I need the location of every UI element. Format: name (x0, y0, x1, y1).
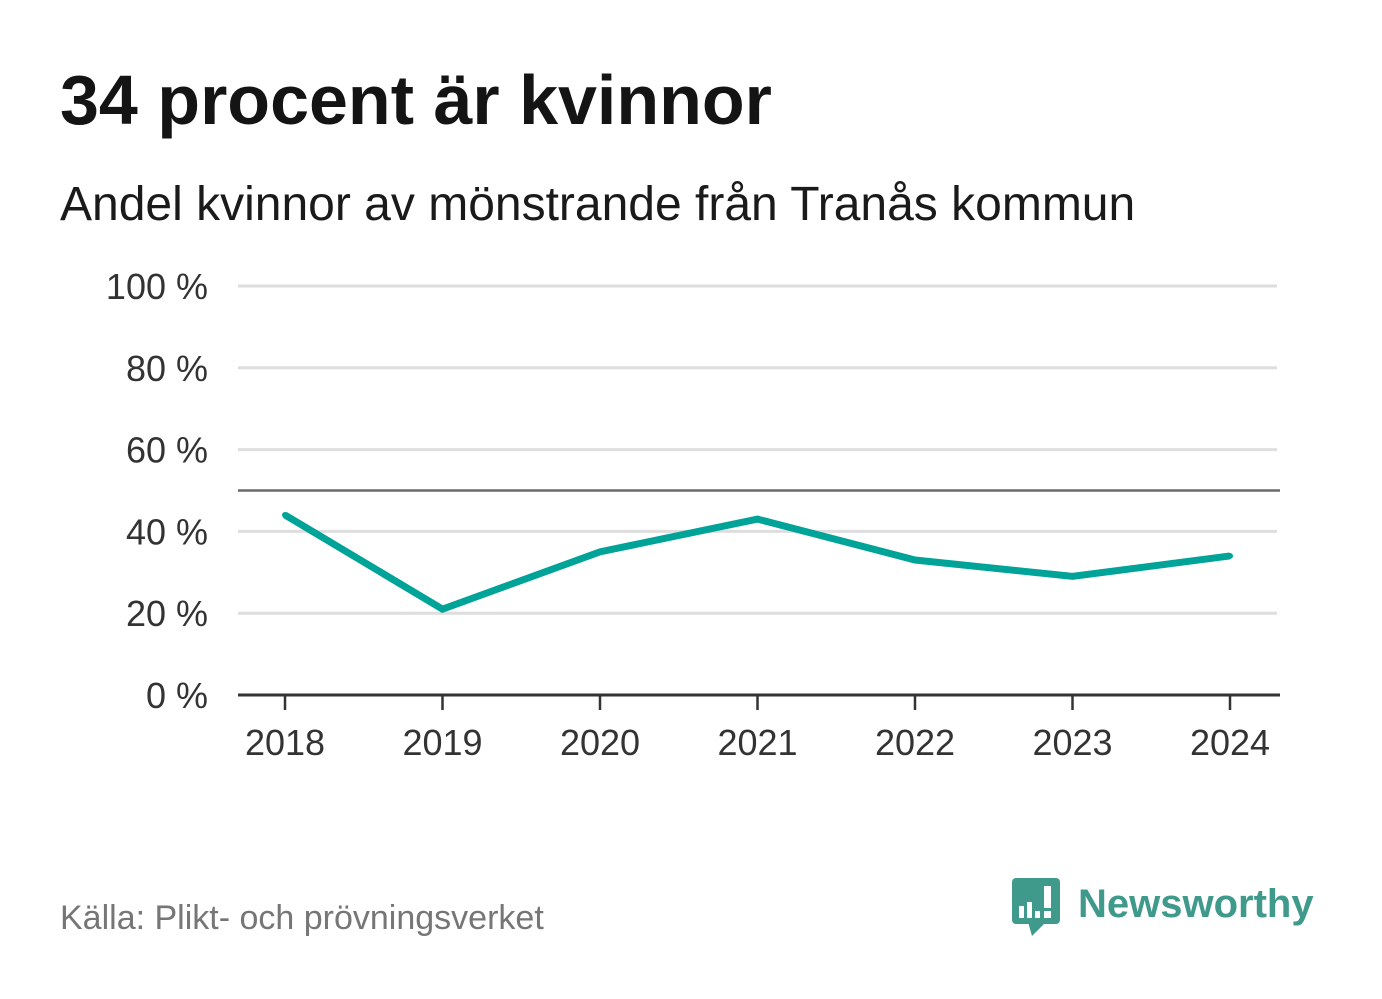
y-tick-label-60: 60 % (126, 430, 208, 471)
data-point-2020 (597, 548, 603, 555)
x-tick-label-2024: 2024 (1190, 722, 1270, 763)
x-tick-label-2022: 2022 (875, 722, 955, 763)
logo-wordmark: Newsworthy (1078, 882, 1314, 926)
series-line (283, 512, 1231, 613)
x-tick-label-2020: 2020 (560, 722, 640, 763)
x-tick-label-2021: 2021 (717, 722, 797, 763)
y-tick-label-20: 20 % (126, 593, 208, 634)
y-tick-label-100: 100 % (106, 266, 208, 307)
data-point-2023 (1069, 573, 1076, 580)
data-point-2018 (282, 512, 288, 519)
data-point-2022 (912, 557, 918, 564)
x-tick-label-2019: 2019 (402, 722, 482, 763)
x-tick-label-2023: 2023 (1032, 722, 1112, 763)
chart-subtitle: Andel kvinnor av mönstrande från Tranås … (60, 178, 1136, 231)
data-point-2021 (754, 516, 761, 523)
newsworthy-logo: Newsworthy (1010, 876, 1320, 942)
source-note: Källa: Plikt- och prövningsverket (60, 899, 544, 937)
y-tick-label-40: 40 % (126, 511, 208, 552)
newsworthy-logo-icon (1012, 878, 1060, 936)
data-point-2024 (1227, 552, 1233, 559)
chart-title: 34 procent är kvinnor (60, 61, 772, 139)
data-point-2019 (439, 606, 446, 613)
x-tick-label-2018: 2018 (245, 722, 325, 763)
y-tick-label-80: 80 % (126, 348, 208, 389)
y-tick-label-0: 0 % (146, 675, 208, 716)
line-chart: 0 % 20 % 40 % 60 % 80 % 100 % 2018 2019 2020 2021… (106, 266, 1280, 763)
